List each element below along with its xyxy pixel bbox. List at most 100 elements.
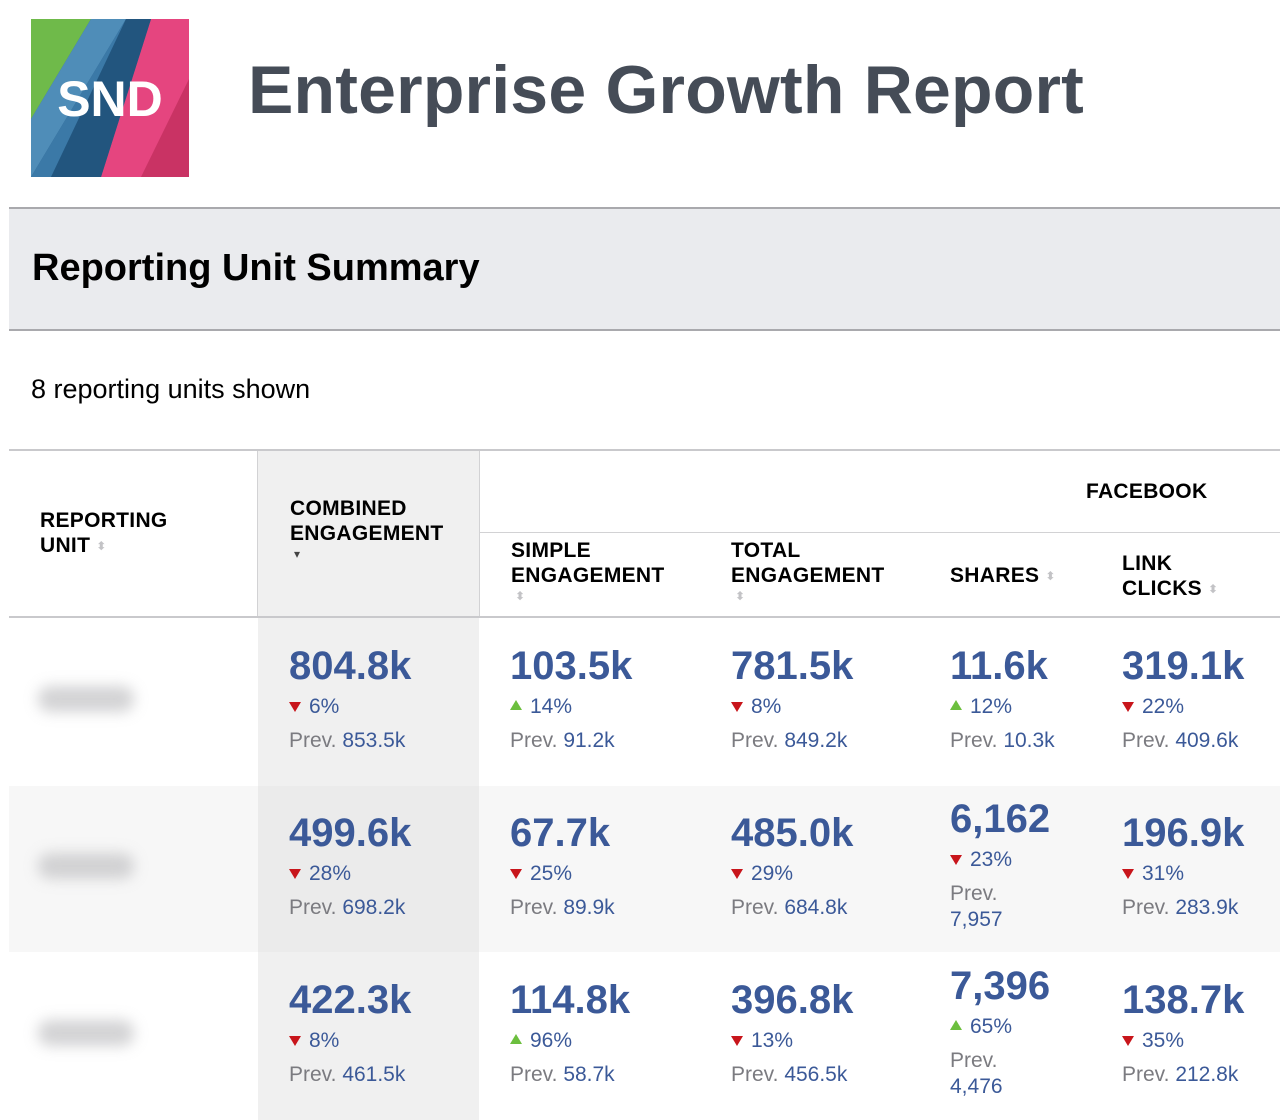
- change-percent: 14%: [530, 695, 573, 718]
- metric-value: 11.6k: [950, 644, 1048, 688]
- previous-value: Prev. 456.5k: [731, 1062, 853, 1088]
- prev-label: Prev.: [289, 896, 337, 919]
- col-header-simple-engagement[interactable]: Simple Engagement ⬍: [511, 538, 665, 604]
- header-label: Shares: [950, 564, 1040, 587]
- header-label: Engagement: [290, 522, 444, 545]
- previous-value: Prev. 10.3k: [950, 728, 1055, 754]
- section-title: Reporting Unit Summary: [32, 247, 480, 289]
- prev-value: 698.2k: [342, 896, 406, 919]
- arrow-down-icon: [1122, 702, 1134, 712]
- change-percent: 23%: [970, 848, 1013, 871]
- metric-value: 114.8k: [510, 978, 631, 1022]
- prev-value: 461.5k: [342, 1063, 406, 1086]
- change-indicator: 29%: [731, 861, 853, 887]
- prev-value: 853.5k: [342, 729, 406, 752]
- col-header-shares[interactable]: Shares ⬍: [950, 563, 1056, 589]
- arrow-up-icon: [510, 1034, 522, 1044]
- metric-value: 319.1k: [1122, 644, 1245, 688]
- arrow-up-icon: [510, 700, 522, 710]
- metric-value: 396.8k: [731, 978, 854, 1022]
- col-header-link-clicks[interactable]: Link Clicks ⬍: [1122, 551, 1218, 602]
- sort-desc-icon: ▾: [294, 547, 301, 561]
- reporting-unit-name-redacted[interactable]: [38, 686, 134, 712]
- header-label: Link: [1122, 552, 1173, 575]
- change-percent: 29%: [751, 862, 794, 885]
- change-indicator: 28%: [289, 861, 411, 887]
- prev-label: Prev.: [731, 729, 779, 752]
- arrow-down-icon: [731, 869, 743, 879]
- change-percent: 31%: [1142, 862, 1185, 885]
- prev-label: Prev.: [1122, 729, 1170, 752]
- metric-cell-combined: 804.8k 6% Prev. 853.5k: [289, 642, 411, 754]
- metric-value: 499.6k: [289, 811, 412, 855]
- metric-cell-clicks: 319.1k 22% Prev. 409.6k: [1122, 642, 1244, 754]
- prev-label: Prev.: [950, 729, 998, 752]
- prev-value: 684.8k: [784, 896, 848, 919]
- col-header-combined-engagement[interactable]: Combined Engagement ▾: [290, 496, 444, 562]
- table-top-divider: [9, 449, 1280, 451]
- header-label: Engagement: [511, 564, 665, 587]
- prev-label: Prev.: [1122, 896, 1170, 919]
- metric-cell-simple: 114.8k 96% Prev. 58.7k: [510, 976, 630, 1088]
- prev-value: 58.7k: [563, 1063, 615, 1086]
- metric-cell-simple: 67.7k 25% Prev. 89.9k: [510, 809, 615, 921]
- arrow-down-icon: [510, 869, 522, 879]
- change-indicator: 35%: [1122, 1028, 1244, 1054]
- change-indicator: 12%: [950, 694, 1055, 720]
- prev-label: Prev.: [731, 896, 779, 919]
- sort-icon: ⬍: [1207, 581, 1219, 596]
- arrow-up-icon: [950, 1020, 962, 1030]
- prev-label: Prev.: [289, 729, 337, 752]
- prev-value: 10.3k: [1003, 729, 1055, 752]
- change-percent: 8%: [751, 695, 782, 718]
- section-header: Reporting Unit Summary: [9, 207, 1280, 331]
- change-indicator: 31%: [1122, 861, 1244, 887]
- previous-value: Prev. 89.9k: [510, 895, 615, 921]
- metric-cell-combined: 499.6k 28% Prev. 698.2k: [289, 809, 411, 921]
- change-percent: 8%: [309, 1029, 340, 1052]
- change-indicator: 8%: [289, 1028, 411, 1054]
- prev-label: Prev.: [950, 1049, 998, 1072]
- prev-label: Prev.: [1122, 1063, 1170, 1086]
- metric-cell-clicks: 196.9k 31% Prev. 283.9k: [1122, 809, 1244, 921]
- previous-value: Prev. 698.2k: [289, 895, 411, 921]
- sort-icon: ⬍: [735, 589, 746, 603]
- previous-value: Prev. 212.8k: [1122, 1062, 1244, 1088]
- arrow-down-icon: [950, 855, 962, 865]
- previous-value: Prev. 684.8k: [731, 895, 853, 921]
- change-percent: 22%: [1142, 695, 1185, 718]
- previous-value: Prev. 4,476: [950, 1048, 1060, 1100]
- metric-cell-shares: 6,162 23% Prev. 7,957: [950, 795, 1060, 933]
- change-indicator: 8%: [731, 694, 853, 720]
- previous-value: Prev. 58.7k: [510, 1062, 630, 1088]
- arrow-down-icon: [289, 869, 301, 879]
- change-indicator: 96%: [510, 1028, 630, 1054]
- prev-label: Prev.: [510, 1063, 558, 1086]
- col-header-reporting-unit[interactable]: Reporting Unit ⬍: [40, 508, 168, 559]
- change-indicator: 13%: [731, 1028, 853, 1054]
- metric-cell-shares: 7,396 65% Prev. 4,476: [950, 962, 1060, 1100]
- change-indicator: 14%: [510, 694, 632, 720]
- prev-value: 89.9k: [563, 896, 615, 919]
- change-indicator: 22%: [1122, 694, 1244, 720]
- group-header-facebook: Facebook: [1086, 480, 1208, 503]
- previous-value: Prev. 853.5k: [289, 728, 411, 754]
- header-label: Combined: [290, 497, 407, 520]
- arrow-down-icon: [731, 702, 743, 712]
- previous-value: Prev. 7,957: [950, 881, 1060, 933]
- prev-value: 212.8k: [1175, 1063, 1239, 1086]
- change-percent: 96%: [530, 1029, 573, 1052]
- group-divider: [480, 532, 1280, 533]
- reporting-unit-name-redacted[interactable]: [38, 1020, 134, 1046]
- previous-value: Prev. 283.9k: [1122, 895, 1244, 921]
- page-title: Enterprise Growth Report: [248, 52, 1085, 128]
- change-percent: 25%: [530, 862, 573, 885]
- change-indicator: 23%: [950, 847, 1060, 873]
- col-header-total-engagement[interactable]: Total Engagement ⬍: [731, 538, 885, 604]
- header-label: Simple: [511, 539, 591, 562]
- metric-value: 422.3k: [289, 978, 412, 1022]
- metric-cell-combined: 422.3k 8% Prev. 461.5k: [289, 976, 411, 1088]
- sort-icon: ⬍: [1045, 568, 1056, 583]
- reporting-unit-name-redacted[interactable]: [38, 853, 134, 879]
- previous-value: Prev. 849.2k: [731, 728, 853, 754]
